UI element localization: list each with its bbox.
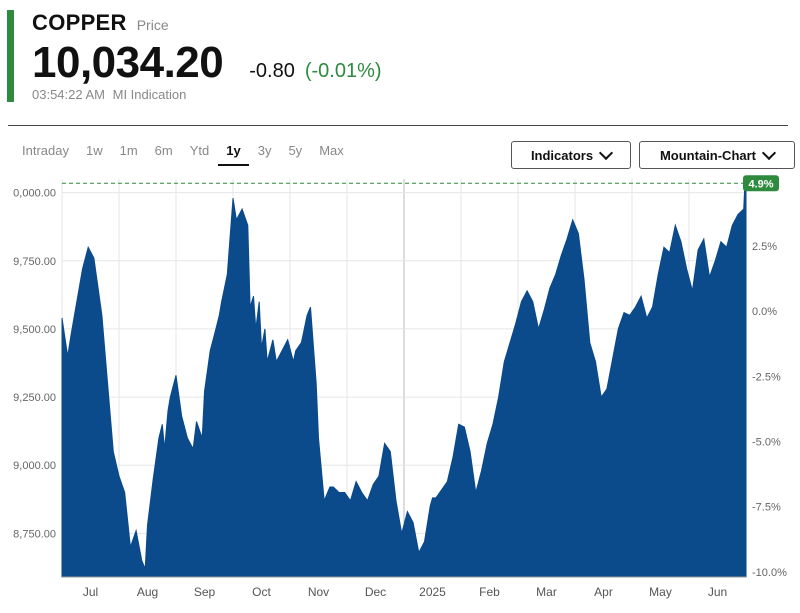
quote-timestamp: 03:54:22 AM MI Indication bbox=[32, 87, 186, 102]
header-divider bbox=[8, 125, 788, 126]
accent-bar bbox=[7, 10, 14, 102]
indicators-label: Indicators bbox=[530, 147, 594, 163]
x-tick-label: Jul bbox=[83, 585, 98, 599]
price-chart[interactable]: 4.9% 0,000.00 9,750.00 9,500.00 9,250.00 9,00… bbox=[0, 175, 800, 613]
y-tick-label-left: 9,500.00 bbox=[13, 324, 56, 336]
indicators-dropdown[interactable]: Indicators bbox=[511, 141, 631, 169]
tab-3y[interactable]: 3y bbox=[257, 143, 272, 158]
x-tick-label: Aug bbox=[137, 585, 158, 599]
quote-time: 03:54:22 AM bbox=[32, 87, 105, 102]
x-tick-label: Oct bbox=[252, 585, 271, 599]
chart-type-dropdown[interactable]: Mountain-Chart bbox=[639, 141, 795, 169]
instrument-name: COPPER bbox=[32, 10, 127, 35]
instrument-header: COPPER Price bbox=[32, 10, 169, 36]
price-change-percent: (-0.01%) bbox=[304, 60, 382, 82]
tab-1m[interactable]: 1m bbox=[119, 143, 138, 158]
price-area bbox=[61, 183, 747, 578]
y-tick-label-left: 9,250.00 bbox=[13, 392, 56, 404]
x-tick-label: Mar bbox=[536, 585, 557, 599]
y-tick-label-right: 0.0% bbox=[752, 306, 777, 318]
y-tick-label-left: 9,750.00 bbox=[13, 256, 56, 268]
y-tick-label-right: -7.5% bbox=[752, 502, 781, 514]
y-tick-label-right: -2.5% bbox=[752, 371, 781, 383]
price-row: 10,034.20 -0.80 (-0.01%) bbox=[32, 38, 382, 88]
y-tick-label-right: -10.0% bbox=[752, 567, 787, 579]
tab-intraday[interactable]: Intraday bbox=[22, 143, 69, 158]
tab-5y[interactable]: 5y bbox=[288, 143, 303, 158]
x-tick-label: Nov bbox=[308, 585, 329, 599]
last-price-badge bbox=[743, 175, 779, 192]
y-tick-label-right: 2.5% bbox=[752, 241, 777, 253]
x-tick-label: Dec bbox=[365, 585, 386, 599]
tab-1w[interactable]: 1w bbox=[85, 143, 103, 158]
x-tick-label: Sep bbox=[194, 585, 216, 599]
current-price: 10,034.20 bbox=[32, 38, 224, 87]
y-tick-label-right: -5.0% bbox=[752, 436, 781, 448]
tab-1y[interactable]: 1y bbox=[218, 140, 249, 166]
x-tick-label: Jun bbox=[708, 585, 727, 599]
y-tick-label-left: 8,750.00 bbox=[13, 528, 56, 540]
chevron-down-icon bbox=[761, 145, 777, 160]
chevron-down-icon bbox=[598, 145, 614, 160]
y-tick-label-left: 0,000.00 bbox=[13, 188, 56, 200]
x-tick-label: Feb bbox=[479, 585, 500, 599]
last-price-label: 4.9% bbox=[748, 178, 773, 190]
x-tick-label: Apr bbox=[594, 585, 613, 599]
tab-max[interactable]: Max bbox=[319, 143, 344, 158]
chart-type-label: Mountain-Chart bbox=[659, 147, 757, 163]
price-change: -0.80 bbox=[249, 60, 295, 82]
instrument-subtitle: Price bbox=[136, 17, 169, 33]
timeframe-tabs: Intraday 1w 1m 6m Ytd 1y 3y 5y Max bbox=[14, 140, 353, 166]
y-tick-label-left: 9,000.00 bbox=[13, 460, 56, 472]
quote-source: MI Indication bbox=[112, 87, 187, 102]
tab-6m[interactable]: 6m bbox=[154, 143, 173, 158]
x-tick-label: 2025 bbox=[419, 585, 446, 599]
x-tick-label: May bbox=[649, 585, 672, 599]
tab-ytd[interactable]: Ytd bbox=[189, 143, 210, 158]
